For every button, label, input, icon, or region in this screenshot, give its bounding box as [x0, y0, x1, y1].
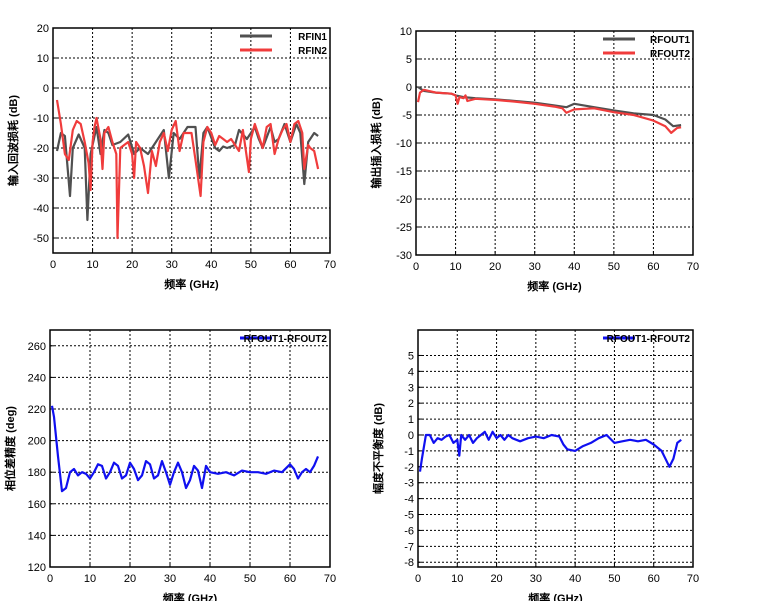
x-tick-label: 40: [569, 573, 581, 585]
x-tick-label: 50: [608, 573, 620, 585]
y-tick-label: -20: [33, 143, 49, 155]
y-axis-label: 幅度不平衡度 (dB): [371, 403, 385, 494]
y-tick-label: -7: [404, 541, 414, 553]
y-tick-label: -50: [33, 233, 49, 245]
x-axis-label: 频率 (GHz): [163, 591, 218, 601]
legend-label: RFIN1: [298, 32, 327, 43]
legend-label: RFOUT1-RFOUT2: [607, 334, 691, 345]
x-tick-label: 10: [84, 573, 96, 585]
x-tick-label: 60: [284, 259, 296, 271]
y-tick-label: -3: [404, 478, 414, 490]
legend-label: RFOUT1-RFOUT2: [244, 334, 328, 345]
series-line-rfout1-rfout2: [418, 430, 682, 472]
x-tick-label: 30: [529, 261, 541, 273]
y-tick-label: 20: [37, 23, 49, 35]
x-axis-label: 频率 (GHz): [164, 277, 219, 291]
y-tick-label: -10: [396, 138, 412, 150]
y-tick-label: -5: [402, 110, 412, 122]
y-tick-label: 2: [408, 398, 414, 410]
plot-frame: [52, 27, 331, 254]
y-tick-label: -40: [33, 203, 49, 215]
y-tick-label: 180: [28, 467, 46, 479]
chart-4: 0 10 20 30 40 50 60 70 -8 -7 -6 -5 -4 -3 -2 -1 0 1 2 3 4 5 RFO…: [371, 329, 699, 601]
y-tick-label: -15: [396, 166, 412, 178]
y-axis-label: 输出插入损耗 (dB): [369, 97, 383, 188]
y-tick-label: -30: [33, 173, 49, 185]
y-tick-label: -2: [404, 462, 414, 474]
y-tick-label: -5: [404, 510, 414, 522]
y-axis-label: 输入回波损耗 (dB): [6, 95, 20, 186]
y-tick-label: -6: [404, 525, 414, 537]
y-tick-label: -30: [396, 250, 412, 262]
x-tick-label: 70: [324, 259, 336, 271]
y-tick-label: 10: [400, 26, 412, 38]
series-line-rfout1-rfout2: [50, 405, 320, 493]
legend-label: RFOUT1: [650, 35, 690, 46]
y-tick-label: 140: [28, 530, 46, 542]
y-tick-label: 200: [28, 436, 46, 448]
x-tick-label: 20: [126, 259, 138, 271]
x-tick-label: 0: [50, 259, 56, 271]
plot-frame: [49, 329, 331, 568]
series-line-rfout2: [416, 88, 682, 134]
y-tick-label: 0: [43, 83, 49, 95]
y-tick-label: 1: [408, 414, 414, 426]
y-tick-label: 3: [408, 382, 414, 394]
y-tick-label: -20: [396, 194, 412, 206]
y-tick-label: 4: [408, 366, 414, 378]
y-tick-label: 0: [406, 82, 412, 94]
x-tick-label: 50: [245, 259, 257, 271]
x-tick-label: 10: [86, 259, 98, 271]
y-tick-label: 160: [28, 499, 46, 511]
y-tick-label: -1: [404, 446, 414, 458]
x-tick-label: 40: [568, 261, 580, 273]
x-tick-label: 0: [413, 261, 419, 273]
x-tick-label: 10: [451, 573, 463, 585]
chart-3: 0 10 20 30 40 50 60 70 120 140 160 180 200 220 240 260 R…: [3, 329, 336, 601]
y-tick-label: 0: [408, 430, 414, 442]
x-tick-label: 60: [648, 573, 660, 585]
y-axis-label: 相位差精度 (deg): [3, 406, 17, 491]
x-tick-label: 20: [489, 261, 501, 273]
x-tick-label: 10: [449, 261, 461, 273]
x-tick-label: 30: [164, 573, 176, 585]
x-tick-label: 0: [415, 573, 421, 585]
x-axis-label: 频率 (GHz): [528, 591, 583, 601]
plot-frame: [415, 30, 694, 256]
y-tick-label: 260: [28, 341, 46, 353]
x-tick-label: 40: [205, 259, 217, 271]
x-axis-label: 频率 (GHz): [527, 279, 582, 293]
y-tick-label: 5: [408, 350, 414, 362]
legend-label: RFOUT2: [650, 49, 690, 60]
x-tick-label: 60: [647, 261, 659, 273]
chart-2: 0 10 20 30 40 50 60 70 -30 -25 -20 -15 -10 -5 0 5 10 RFOU…: [369, 26, 699, 293]
x-tick-label: 70: [324, 573, 336, 585]
y-tick-label: 220: [28, 404, 46, 416]
x-tick-label: 0: [47, 573, 53, 585]
x-tick-label: 70: [687, 261, 699, 273]
x-tick-label: 60: [284, 573, 296, 585]
plot-frame: [417, 329, 694, 568]
x-tick-label: 50: [244, 573, 256, 585]
x-tick-label: 20: [124, 573, 136, 585]
y-tick-label: -8: [404, 557, 414, 569]
x-tick-label: 40: [204, 573, 216, 585]
chart-1: 0 10 20 30 40 50 60 70 -50 -40 -30 -20 -10 0 10 20 RFIN1…: [6, 23, 336, 291]
y-tick-label: 10: [37, 53, 49, 65]
x-tick-label: 30: [530, 573, 542, 585]
y-tick-label: 5: [406, 54, 412, 66]
y-tick-label: 120: [28, 562, 46, 574]
y-tick-label: -25: [396, 222, 412, 234]
y-tick-label: 240: [28, 372, 46, 384]
legend-label: RFIN2: [298, 46, 327, 57]
x-tick-label: 70: [687, 573, 699, 585]
x-tick-label: 30: [166, 259, 178, 271]
x-tick-label: 20: [490, 573, 502, 585]
y-tick-label: -4: [404, 494, 414, 506]
x-tick-label: 50: [608, 261, 620, 273]
y-tick-label: -10: [33, 113, 49, 125]
series-line-rfin2: [55, 99, 320, 240]
